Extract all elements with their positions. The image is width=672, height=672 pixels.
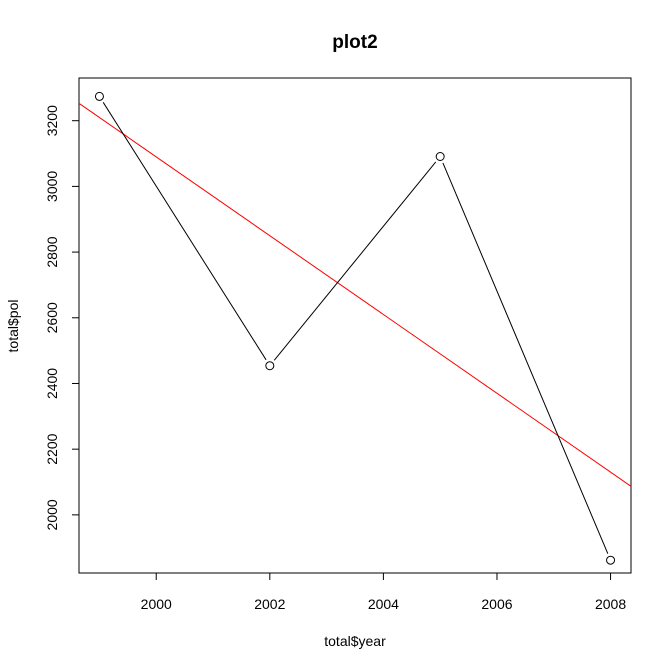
data-point bbox=[265, 361, 275, 371]
data-point bbox=[94, 91, 104, 101]
y-tick-label: 2200 bbox=[44, 433, 60, 464]
x-tick-label: 2008 bbox=[595, 596, 626, 612]
chart-title: plot2 bbox=[332, 32, 377, 53]
series-line-segment bbox=[442, 162, 609, 554]
y-tick-label: 2400 bbox=[44, 368, 60, 399]
y-tick-label: 2800 bbox=[44, 236, 60, 267]
series-layer bbox=[78, 91, 632, 565]
plot-box bbox=[78, 77, 632, 574]
data-point bbox=[435, 152, 445, 162]
x-tick-label: 2000 bbox=[141, 596, 172, 612]
x-axis-label: total$year bbox=[324, 633, 386, 649]
y-tick-label: 3000 bbox=[44, 171, 60, 202]
series-line-segment bbox=[102, 102, 267, 361]
x-tick-label: 2006 bbox=[481, 596, 512, 612]
x-tick-label: 2002 bbox=[254, 596, 285, 612]
regression-line bbox=[78, 102, 632, 487]
y-axis-label: total$pol bbox=[5, 300, 21, 353]
y-axis: 2000 2200 2400 2600 2800 3000 3200 bbox=[44, 105, 80, 530]
series-line-segment bbox=[273, 161, 437, 361]
y-tick-label: 3200 bbox=[44, 105, 60, 136]
x-tick-label: 2004 bbox=[368, 596, 399, 612]
y-tick-label: 2000 bbox=[44, 499, 60, 530]
data-point bbox=[606, 555, 616, 565]
y-tick-label: 2600 bbox=[44, 302, 60, 333]
x-axis: 2000 2002 2004 2006 2008 bbox=[141, 572, 626, 612]
